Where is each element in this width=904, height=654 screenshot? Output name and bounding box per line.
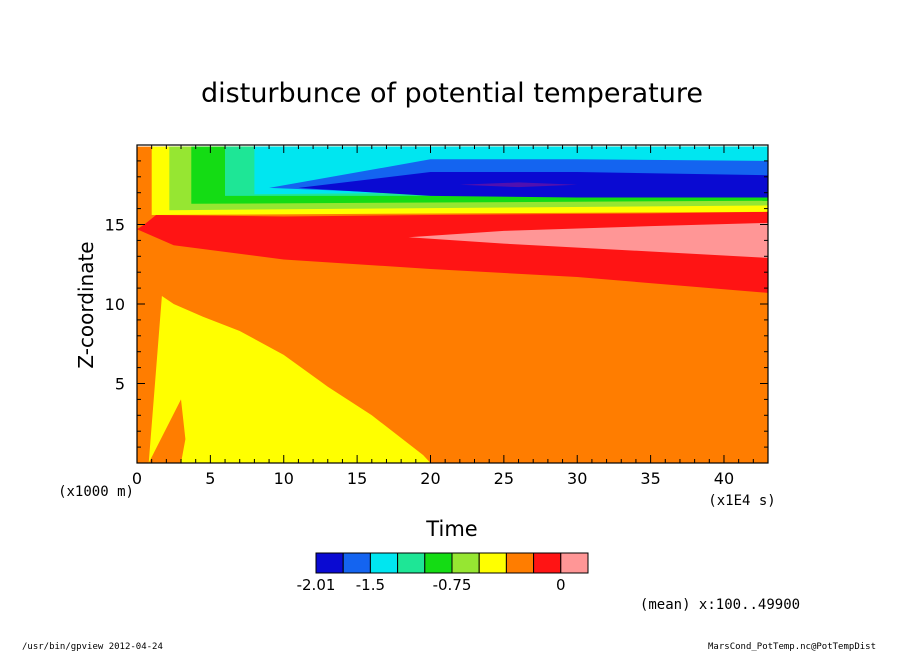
x-tick-label: 0 (132, 469, 142, 488)
x-unit-label: (x1E4 s) (708, 493, 775, 509)
colorbar-box (478, 552, 507, 574)
chart-title: disturbunce of potential temperature (201, 78, 703, 109)
colorbar-tick-label: -2.01 (297, 576, 336, 594)
contour-region-violet (459, 182, 578, 188)
x-tick-label: 25 (494, 469, 514, 488)
x-tick-label: 15 (347, 469, 367, 488)
y-tick-label: 10 (105, 295, 125, 314)
axes: 0 5 10 15 20 25 30 35 40 5 10 15 (105, 145, 769, 488)
footer-source: /usr/bin/gpview 2012-04-24 (22, 642, 163, 652)
x-tick-label: 30 (567, 469, 587, 488)
colorbar-box (315, 552, 344, 574)
colorbar-box (424, 552, 453, 574)
x-tick-label: 10 (274, 469, 294, 488)
footer-file: MarsCond_PotTemp.nc@PotTempDist (708, 642, 876, 652)
x-tick-label: 5 (205, 469, 215, 488)
contour-region-yellow-lower (148, 296, 431, 463)
y-unit-label: (x1000 m) (58, 484, 134, 500)
colorbar-box (451, 552, 480, 574)
colorbar-tick-label: -1.5 (356, 576, 385, 594)
contour-region-pink (408, 222, 768, 258)
colorbar-box (342, 552, 371, 574)
colorbar-box (560, 552, 589, 574)
y-tick-label: 5 (115, 375, 125, 394)
colorbar-box (505, 552, 535, 574)
x-axis-label: Time (425, 517, 477, 541)
colorbar-tick-label: 0 (556, 576, 566, 594)
colorbar-tick-label: -0.75 (433, 576, 472, 594)
colorbar-box (397, 552, 426, 574)
contour-regions (137, 146, 768, 463)
x-tick-label: 20 (420, 469, 440, 488)
colorbar: -2.01 -1.5 -0.75 0 (297, 552, 589, 594)
y-axis-label: Z-coordinate (74, 241, 98, 368)
x-tick-label: 35 (640, 469, 660, 488)
y-tick-label: 15 (105, 216, 125, 235)
mean-note: (mean) x:100..49900 (640, 597, 800, 613)
x-tick-label: 40 (714, 469, 734, 488)
colorbar-box (533, 552, 562, 574)
colorbar-box (369, 552, 399, 574)
